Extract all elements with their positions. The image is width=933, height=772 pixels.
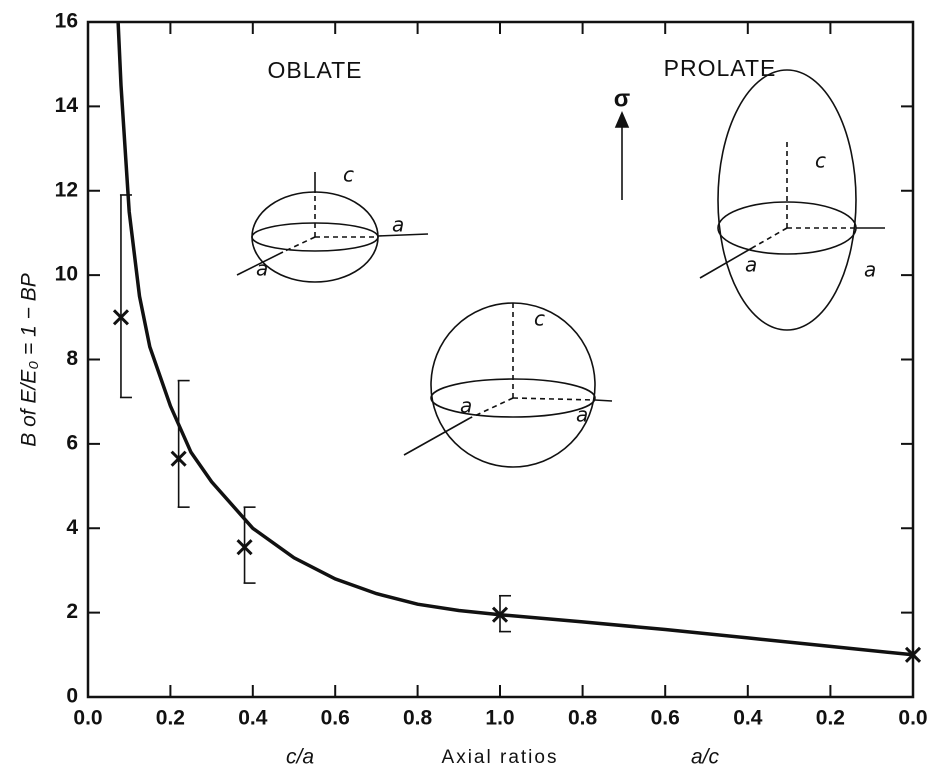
y-axis-label: B of E/E₀ = 1 − BP — [18, 273, 41, 446]
diagram-label: a — [864, 258, 876, 282]
error-bar — [177, 379, 190, 508]
x-tick-label: 0.4 — [238, 707, 268, 730]
annotation: PROLATE — [664, 55, 777, 81]
y-tick-label: 0 — [66, 685, 78, 708]
diagram-label: a — [256, 257, 268, 281]
data-point — [236, 539, 253, 556]
center-label: Axial ratios — [442, 747, 559, 768]
marker-stroke — [112, 309, 130, 326]
y-tick-label: 6 — [66, 431, 78, 454]
x-tick-label: 0.6 — [651, 707, 680, 730]
ellipsoid — [717, 69, 857, 331]
curve — [116, 21, 501, 617]
diagrams — [236, 69, 885, 468]
equator — [717, 227, 857, 255]
equator — [251, 236, 379, 252]
diagram-label: c — [815, 149, 826, 173]
diagram-label: a — [745, 253, 757, 277]
diagram-label: a — [460, 394, 472, 418]
x-tick-label: 0.4 — [733, 707, 763, 730]
y-tick-label: 4 — [66, 516, 78, 539]
x-tick-label: 0.8 — [568, 707, 598, 730]
marker-stroke — [170, 450, 187, 467]
annotation: OBLATE — [267, 57, 362, 83]
x-tick-label: 0.0 — [898, 707, 927, 730]
marker-stroke — [904, 646, 922, 663]
x-axis-label: c/a — [286, 746, 314, 769]
diagram-label: a — [576, 403, 588, 427]
x-tick-label: 0.0 — [73, 707, 102, 730]
diagram-labels: c a a c a a c a a — [256, 149, 876, 427]
y-tick-label: 16 — [55, 10, 78, 33]
equator — [717, 201, 857, 229]
data-point — [491, 606, 509, 623]
data-point — [170, 450, 187, 467]
x2-axis-label: a/c — [691, 746, 720, 769]
diagram-label: c — [343, 163, 354, 187]
diagram-label: c — [534, 307, 545, 331]
data-point — [112, 309, 130, 326]
y-tick-label: 14 — [55, 94, 79, 117]
data-point — [904, 646, 922, 663]
y-tick-label: 2 — [66, 600, 78, 623]
y-tick-label: 8 — [66, 347, 78, 370]
x-tick-label: 0.6 — [321, 707, 350, 730]
marker-stroke — [236, 539, 253, 556]
x-tick-label: 0.2 — [156, 707, 185, 730]
y-tick-label: 10 — [55, 263, 78, 286]
x-tick-label: 1.0 — [485, 707, 514, 730]
marker-stroke — [491, 606, 509, 623]
x-tick-label: 0.2 — [816, 707, 845, 730]
error-bar — [119, 194, 132, 399]
arrow-head — [614, 110, 630, 128]
x-tick-label: 0.8 — [403, 707, 433, 730]
curve — [499, 612, 914, 657]
diagram-label: a — [392, 213, 404, 237]
annotation: σ — [614, 85, 630, 112]
y-tick-label: 12 — [55, 178, 78, 201]
equator — [430, 397, 596, 418]
